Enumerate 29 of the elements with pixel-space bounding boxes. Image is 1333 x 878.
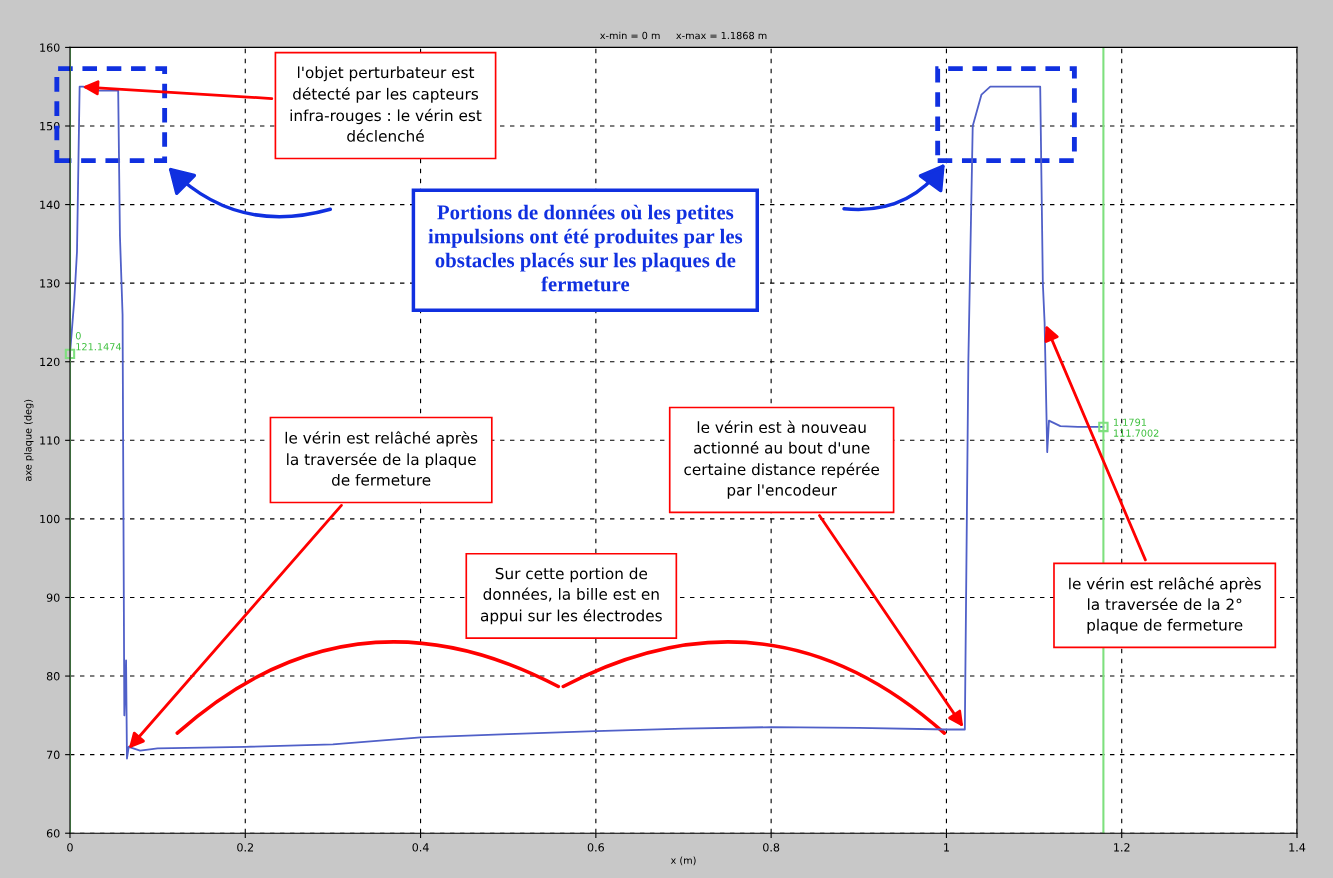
annotation: le vérin est relâché après la traversée de la 2° plaque de fermeture: [1069, 577, 1261, 634]
x-tick-label: 0: [67, 843, 73, 852]
annotation: Sur cette portion de données, la bille est en appui sur les électrodes: [480, 567, 662, 625]
y-tick-label: 130: [40, 279, 60, 288]
y-tick-label: 90: [46, 593, 60, 602]
chart-title: x-min = 0 m x-max = 1.1868 m: [600, 31, 767, 40]
x-tick-label: 0.2: [237, 843, 253, 852]
annotation: le vérin est à nouveau actionné au bout d'une certaine distance repérée par l'encodeur: [684, 420, 880, 499]
x-tick-label: 0.8: [763, 843, 780, 852]
annotation: 0 121.1474: [75, 332, 122, 351]
annotation: 1.1791 111.7002: [1114, 418, 1159, 437]
y-tick-label: 140: [40, 200, 60, 209]
y-tick-label: 80: [46, 672, 60, 681]
x-tick-label: 1: [944, 843, 949, 852]
y-tick-label: 110: [40, 436, 60, 445]
x-tick-label: 0.4: [412, 843, 429, 852]
x-tick-label: 0.6: [587, 843, 604, 852]
annotation: l'objet perturbateur est détecté par les capteurs infra-rouges : le vérin est déclenché: [290, 66, 482, 142]
x-axis-title: x (m): [670, 856, 696, 866]
y-axis-title: axe plaque (deg): [24, 399, 34, 482]
y-tick-label: 70: [47, 750, 60, 760]
y-tick-label: 120: [40, 357, 60, 367]
x-tick-label: 1.2: [1114, 843, 1130, 852]
y-tick-label: 160: [40, 43, 60, 52]
x-tick-label: 1.4: [1289, 843, 1306, 852]
annotation: Portions de données où les petites impulsions ont été produites par les obstacles placés sur les plaques de fermeture: [428, 204, 743, 292]
annotation: le vérin est relâché après la traversée de la plaque de fermeture: [285, 431, 478, 486]
y-tick-label: 60: [46, 829, 60, 838]
y-tick-label: 100: [40, 514, 60, 524]
